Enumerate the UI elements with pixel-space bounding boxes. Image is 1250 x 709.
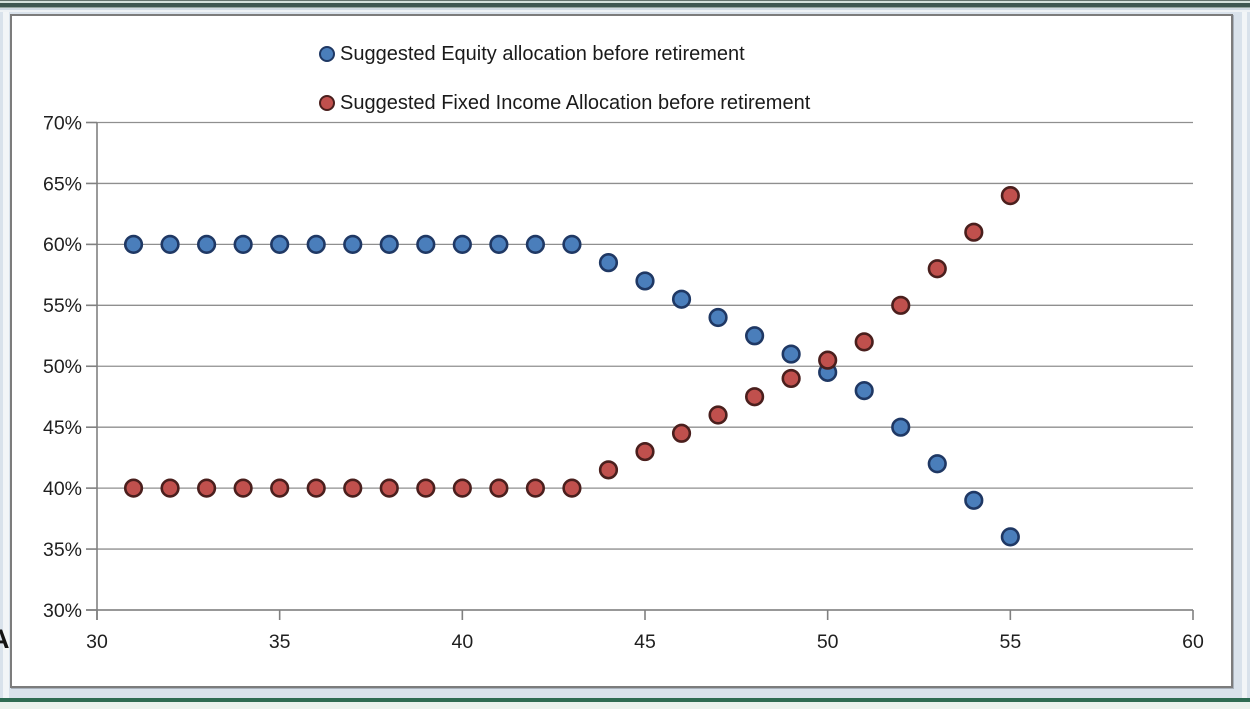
data-point xyxy=(197,234,217,254)
data-point xyxy=(598,253,619,273)
data-point xyxy=(379,478,399,498)
data-point xyxy=(452,234,472,254)
data-point xyxy=(525,234,546,254)
window-bottom-strip xyxy=(0,702,1250,709)
data-point xyxy=(160,234,180,254)
data-point xyxy=(671,423,692,443)
x-tick-label: 60 xyxy=(1182,631,1204,653)
y-tick-label: 45% xyxy=(43,417,82,439)
y-tick-label: 50% xyxy=(43,356,82,378)
scatter-plot: 70% 65% 60% 55% 50% 45% 40% 35% 30%30 35 40 45 50 55 6… xyxy=(43,112,1204,653)
data-point xyxy=(781,344,801,364)
data-point xyxy=(489,478,509,498)
data-point xyxy=(379,234,399,254)
y-tick-label: 65% xyxy=(43,173,82,195)
data-point xyxy=(270,478,290,498)
chart-frame: 70% 65% 60% 55% 50% 45% 40% 35% 30% 30 35 40 45 50 55 6… xyxy=(10,14,1233,688)
gridlines xyxy=(97,121,1193,611)
data-point xyxy=(891,417,911,437)
data-point xyxy=(452,478,472,498)
data-point xyxy=(635,271,655,291)
data-point xyxy=(818,350,838,370)
data-point xyxy=(306,234,326,254)
clipped-text-fragment: A xyxy=(0,624,10,655)
legend-item-fixed-income: Suggested Fixed Income Allocation before… xyxy=(319,90,810,116)
data-point xyxy=(708,405,728,425)
data-point xyxy=(306,478,326,498)
y-axis-tick-labels: 70% 65% 60% 55% 50% 45% 40% 35% 30% xyxy=(43,112,82,622)
y-tick-label: 35% xyxy=(43,539,82,561)
data-point xyxy=(964,490,984,510)
legend-item-equity: Suggested Equity allocation before retir… xyxy=(319,41,745,67)
data-point xyxy=(781,368,801,389)
data-point xyxy=(708,307,728,328)
data-point xyxy=(964,222,984,242)
x-tick-label: 45 xyxy=(634,631,656,653)
data-point xyxy=(1000,186,1020,206)
data-point xyxy=(744,387,765,407)
data-point xyxy=(197,478,217,498)
series-equity-points xyxy=(123,234,1020,547)
data-point xyxy=(562,234,582,254)
data-point xyxy=(270,234,290,254)
data-point xyxy=(160,478,180,498)
window-bottom-rule xyxy=(0,698,1250,702)
data-point xyxy=(416,478,436,498)
left-margin-strip xyxy=(3,12,9,698)
x-tick-label: 35 xyxy=(269,631,291,653)
right-margin-strip xyxy=(1242,12,1247,698)
data-point xyxy=(744,326,765,346)
data-point xyxy=(416,234,436,254)
y-tick-label: 30% xyxy=(43,600,82,622)
data-point xyxy=(123,478,144,498)
data-point xyxy=(123,234,144,254)
data-point xyxy=(635,441,655,462)
y-tick-label: 40% xyxy=(43,478,82,500)
data-point xyxy=(671,289,692,309)
series-fixed-income-points xyxy=(123,186,1020,498)
window-top-edge xyxy=(0,0,1250,12)
data-point xyxy=(343,478,363,498)
data-point xyxy=(525,478,546,498)
x-axis-tick-labels: 30 35 40 45 50 55 60 xyxy=(86,631,1204,653)
axes xyxy=(86,121,1194,620)
data-point xyxy=(891,295,911,315)
x-tick-label: 40 xyxy=(451,631,473,653)
data-point xyxy=(343,234,363,254)
x-tick-label: 55 xyxy=(999,631,1021,653)
x-tick-label: 50 xyxy=(817,631,839,653)
data-point xyxy=(562,478,582,498)
legend-label-fixed-income: Suggested Fixed Income Allocation before… xyxy=(340,91,811,114)
data-point xyxy=(854,381,874,401)
data-point xyxy=(927,259,947,279)
y-tick-label: 70% xyxy=(43,112,82,134)
legend-marker-fixed-income-icon xyxy=(319,95,335,111)
legend-label-equity: Suggested Equity allocation before retir… xyxy=(340,42,745,65)
legend-marker-equity-icon xyxy=(319,46,335,62)
data-point xyxy=(233,234,253,254)
data-point xyxy=(1000,527,1020,547)
y-tick-label: 60% xyxy=(43,234,82,256)
data-point xyxy=(598,460,619,480)
x-tick-label: 30 xyxy=(86,631,108,653)
y-tick-label: 55% xyxy=(43,295,82,317)
data-point xyxy=(233,478,253,498)
data-point xyxy=(854,332,874,352)
data-point xyxy=(927,454,947,474)
data-point xyxy=(489,234,509,254)
